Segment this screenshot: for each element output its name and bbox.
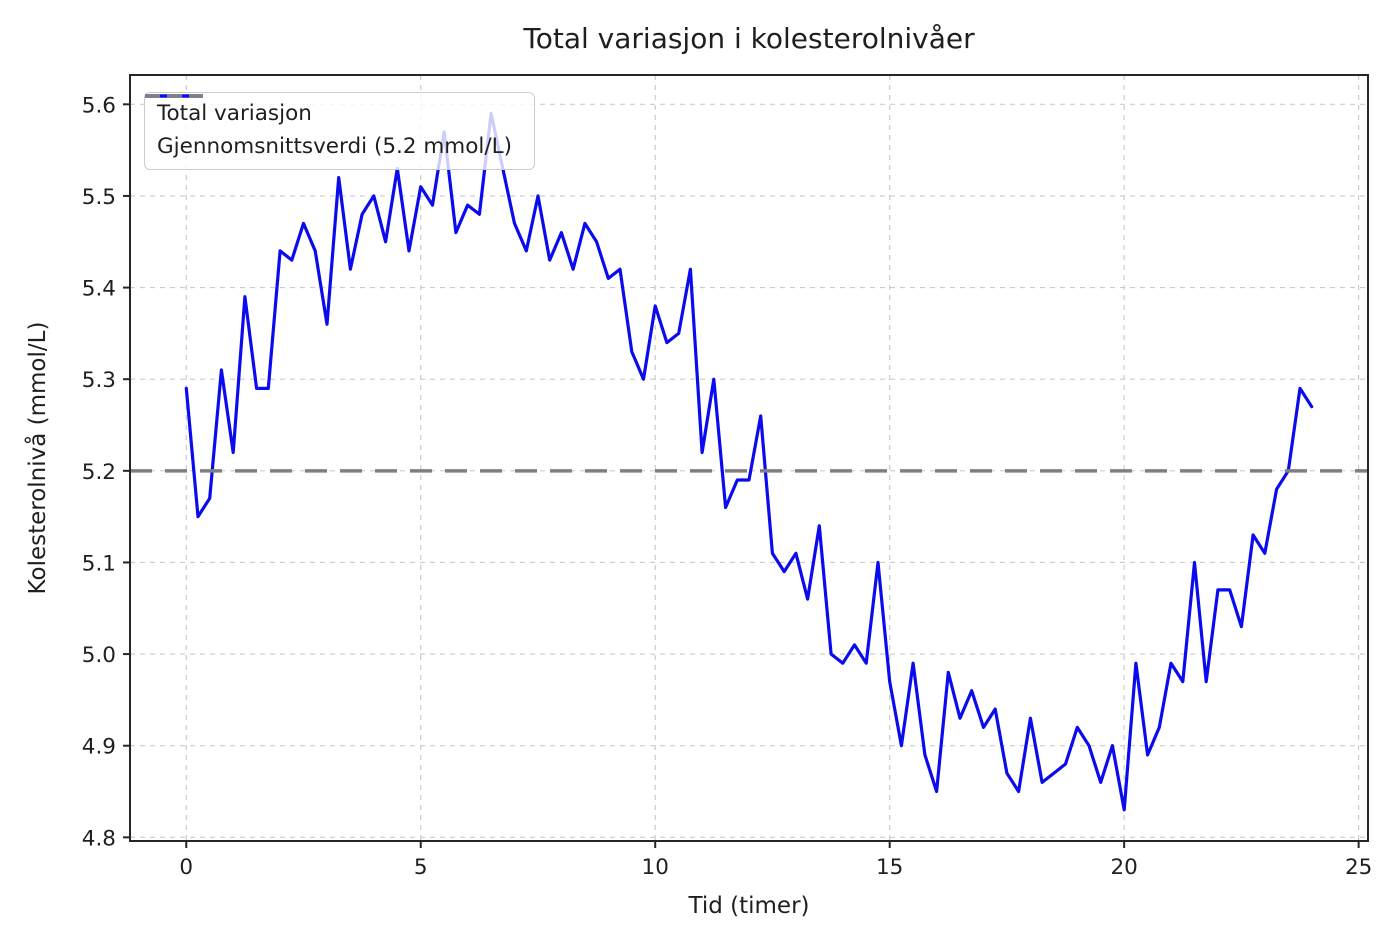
axes-spines — [129, 74, 1369, 842]
y-tick-label: 5.0 — [82, 643, 116, 668]
x-tick-label: 15 — [876, 855, 903, 880]
legend-entry-gjennomsnittsverdi: Gjennomsnittsverdi (5.2 mmol/L) — [145, 94, 512, 159]
y-tick-label: 5.2 — [82, 460, 116, 485]
y-tick-label: 5.3 — [82, 368, 116, 393]
y-tick-label: 5.6 — [82, 93, 116, 118]
x-axis-label: Tid (timer) — [688, 893, 810, 919]
x-tick-label: 20 — [1110, 855, 1137, 880]
x-tick-label: 5 — [414, 855, 428, 880]
x-tick-label: 25 — [1345, 855, 1372, 880]
y-tick-label: 4.9 — [82, 735, 116, 760]
y-tick-label: 5.4 — [82, 277, 116, 302]
y-tick-label: 5.5 — [82, 185, 116, 210]
legend-line-dashed-icon — [145, 94, 203, 98]
x-tick-label: 0 — [179, 855, 193, 880]
y-tick-label: 5.1 — [82, 551, 116, 576]
chart-title: Total variasjon i kolesterolnivåer — [523, 22, 975, 55]
legend: Total variasjon Gjennomsnittsverdi (5.2 … — [144, 92, 535, 170]
legend-entry-total-variasjon: Total variasjon — [145, 94, 512, 126]
data-line-total-variasjon — [184, 111, 1314, 812]
legend-label: Gjennomsnittsverdi (5.2 mmol/L) — [157, 134, 512, 159]
legend-label: Total variasjon — [157, 101, 312, 126]
y-axis-label: Kolesterolnivå (mmol/L) — [25, 321, 51, 595]
y-tick-label: 4.8 — [82, 826, 116, 851]
x-tick-label: 10 — [642, 855, 669, 880]
